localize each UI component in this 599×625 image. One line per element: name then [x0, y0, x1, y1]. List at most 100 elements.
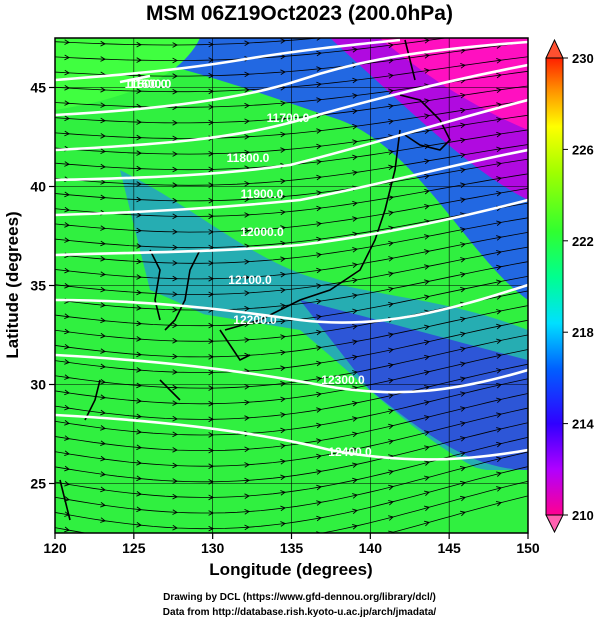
wind-arrow: [316, 20, 321, 25]
wind-arrow: [208, 166, 214, 173]
wind-arrow: [244, 149, 250, 156]
wind-arrow: [316, 205, 322, 212]
wind-arrow: [352, 400, 358, 407]
wind-arrow: [208, 354, 214, 360]
wind-arrow: [316, 376, 322, 382]
wind-arrow: [136, 367, 142, 373]
streamline: [55, 319, 528, 373]
wind-arrow: [244, 446, 250, 453]
wind-arrow: [424, 264, 430, 270]
contour-line: [55, 353, 528, 394]
contour-label: 12400.0: [328, 445, 372, 459]
wind-arrow: [208, 197, 214, 204]
wind-arrow: [172, 384, 178, 391]
wind-arrow: [424, 430, 430, 436]
wind-arrow: [352, 123, 358, 130]
wind-arrow: [280, 474, 286, 481]
wind-arrow: [64, 39, 70, 45]
wind-arrow: [352, 32, 357, 37]
streamline: [55, 85, 528, 124]
streamline: [55, 349, 528, 405]
wind-arrow: [172, 447, 178, 453]
streamline: [55, 217, 528, 264]
streamline: [388, 495, 528, 533]
wind-arrow: [352, 1, 357, 6]
wind-arrow: [136, 460, 142, 466]
wind-arrow: [100, 179, 106, 185]
wind-arrow: [496, 323, 502, 330]
contour-line: [55, 148, 528, 217]
wind-arrow: [316, 221, 322, 227]
wind-arrow: [424, 460, 430, 466]
wind-arrow: [136, 258, 142, 265]
wind-arrow: [423, 520, 430, 527]
wind-arrow: [532, 39, 537, 44]
wind-arrow: [136, 88, 142, 94]
wind-arrow: [101, 26, 106, 31]
wind-arrow: [316, 422, 322, 429]
wind-arrow: [532, 83, 537, 88]
wind-arrow: [352, 246, 358, 253]
streamline: [55, 466, 528, 530]
wind-arrow: [316, 252, 322, 258]
wind-arrow: [100, 40, 106, 47]
wind-arrow: [352, 523, 358, 530]
wind-arrow: [496, 353, 502, 359]
wind-arrow: [316, 391, 322, 398]
wind-arrow: [100, 440, 106, 447]
wind-arrow: [280, 38, 286, 44]
wind-arrow: [424, 203, 430, 210]
wind-arrow: [245, 10, 250, 15]
streamline: [55, 480, 528, 533]
wind-arrow: [459, 451, 466, 457]
streamline: [55, 144, 528, 186]
wind-arrow: [496, 309, 502, 315]
streamline: [45, 0, 537, 29]
wind-arrow: [244, 227, 250, 234]
wind-arrow: [100, 409, 106, 416]
x-axis-label: Longitude (degrees): [209, 560, 372, 579]
wind-arrow: [208, 510, 214, 516]
wind-arrow: [172, 415, 178, 422]
x-tick-label: 135: [280, 540, 304, 556]
wind-arrow: [64, 313, 70, 320]
wind-arrow: [136, 429, 142, 435]
wind-arrow: [496, 0, 501, 4]
wind-arrow: [208, 213, 214, 220]
wind-arrow: [208, 432, 214, 438]
wind-arrow: [244, 259, 250, 265]
coastlines: [59, 39, 451, 521]
wind-arrow: [496, 397, 502, 404]
wind-arrow: [316, 50, 322, 57]
wind-arrow: [424, 415, 430, 421]
wind-arrow: [496, 117, 502, 123]
footer-credit-drawing: Drawing by DCL (https://www.gfd-dennou.o…: [163, 592, 436, 603]
wind-arrow: [424, 324, 430, 331]
wind-arrow: [208, 463, 214, 469]
wind-arrow: [496, 131, 502, 138]
wind-arrow: [460, 257, 466, 263]
streamline: [55, 393, 528, 452]
y-tick-label: 40: [30, 179, 46, 195]
wind-arrow: [460, 152, 466, 159]
wind-arrow: [496, 72, 502, 79]
wind-arrow: [352, 370, 358, 376]
wind-arrow: [64, 465, 70, 472]
wind-arrow: [100, 240, 106, 247]
wind-arrow: [100, 486, 106, 493]
streamline: [55, 100, 528, 139]
streamline: [55, 56, 528, 93]
wind-arrow: [172, 291, 178, 297]
streamline: [55, 38, 449, 61]
wind-arrow: [208, 229, 214, 235]
wind-arrow: [172, 73, 178, 79]
wind-arrow: [244, 212, 250, 218]
wind-arrow: [352, 139, 358, 145]
wind-arrow: [100, 317, 106, 324]
wind-arrow: [496, 87, 502, 94]
wind-arrow: [280, 396, 286, 403]
contour-label: 11600.0: [129, 77, 172, 91]
wind-arrow: [316, 531, 322, 533]
wind-arrow: [100, 87, 106, 93]
wind-arrow: [532, 463, 537, 468]
